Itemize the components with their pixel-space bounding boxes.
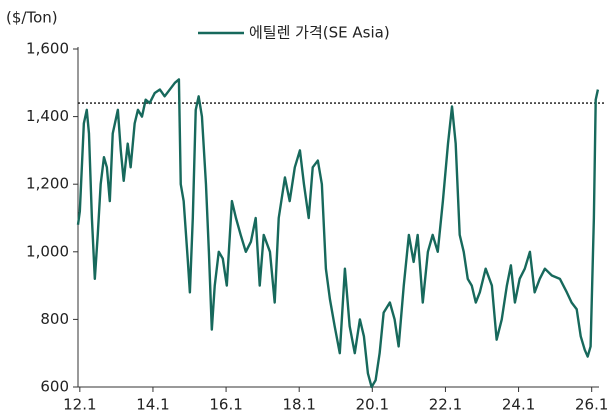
y-tick-label: 1,200 [26,175,69,193]
y-tick-label: 1,600 [26,40,69,58]
y-tick-label: 800 [40,310,69,328]
x-tick-label: 12.1 [63,396,96,414]
data-line [76,78,600,389]
x-tick-label: 22.1 [429,396,462,414]
x-tick-label: 26.1 [575,396,608,414]
legend-label: 에틸렌 가격(SE Asia) [249,24,390,42]
x-tick-label: 24.1 [502,396,535,414]
x-tick-label: 20.1 [356,396,389,414]
y-tick-label: 1,400 [26,107,69,125]
y-axis-label: ($/Ton) [6,9,58,27]
y-tick-label: 600 [40,378,69,396]
x-tick-label: 16.1 [209,396,242,414]
x-tick-label: 18.1 [282,396,315,414]
y-tick-label: 1,000 [26,242,69,260]
x-tick-label: 14.1 [136,396,169,414]
